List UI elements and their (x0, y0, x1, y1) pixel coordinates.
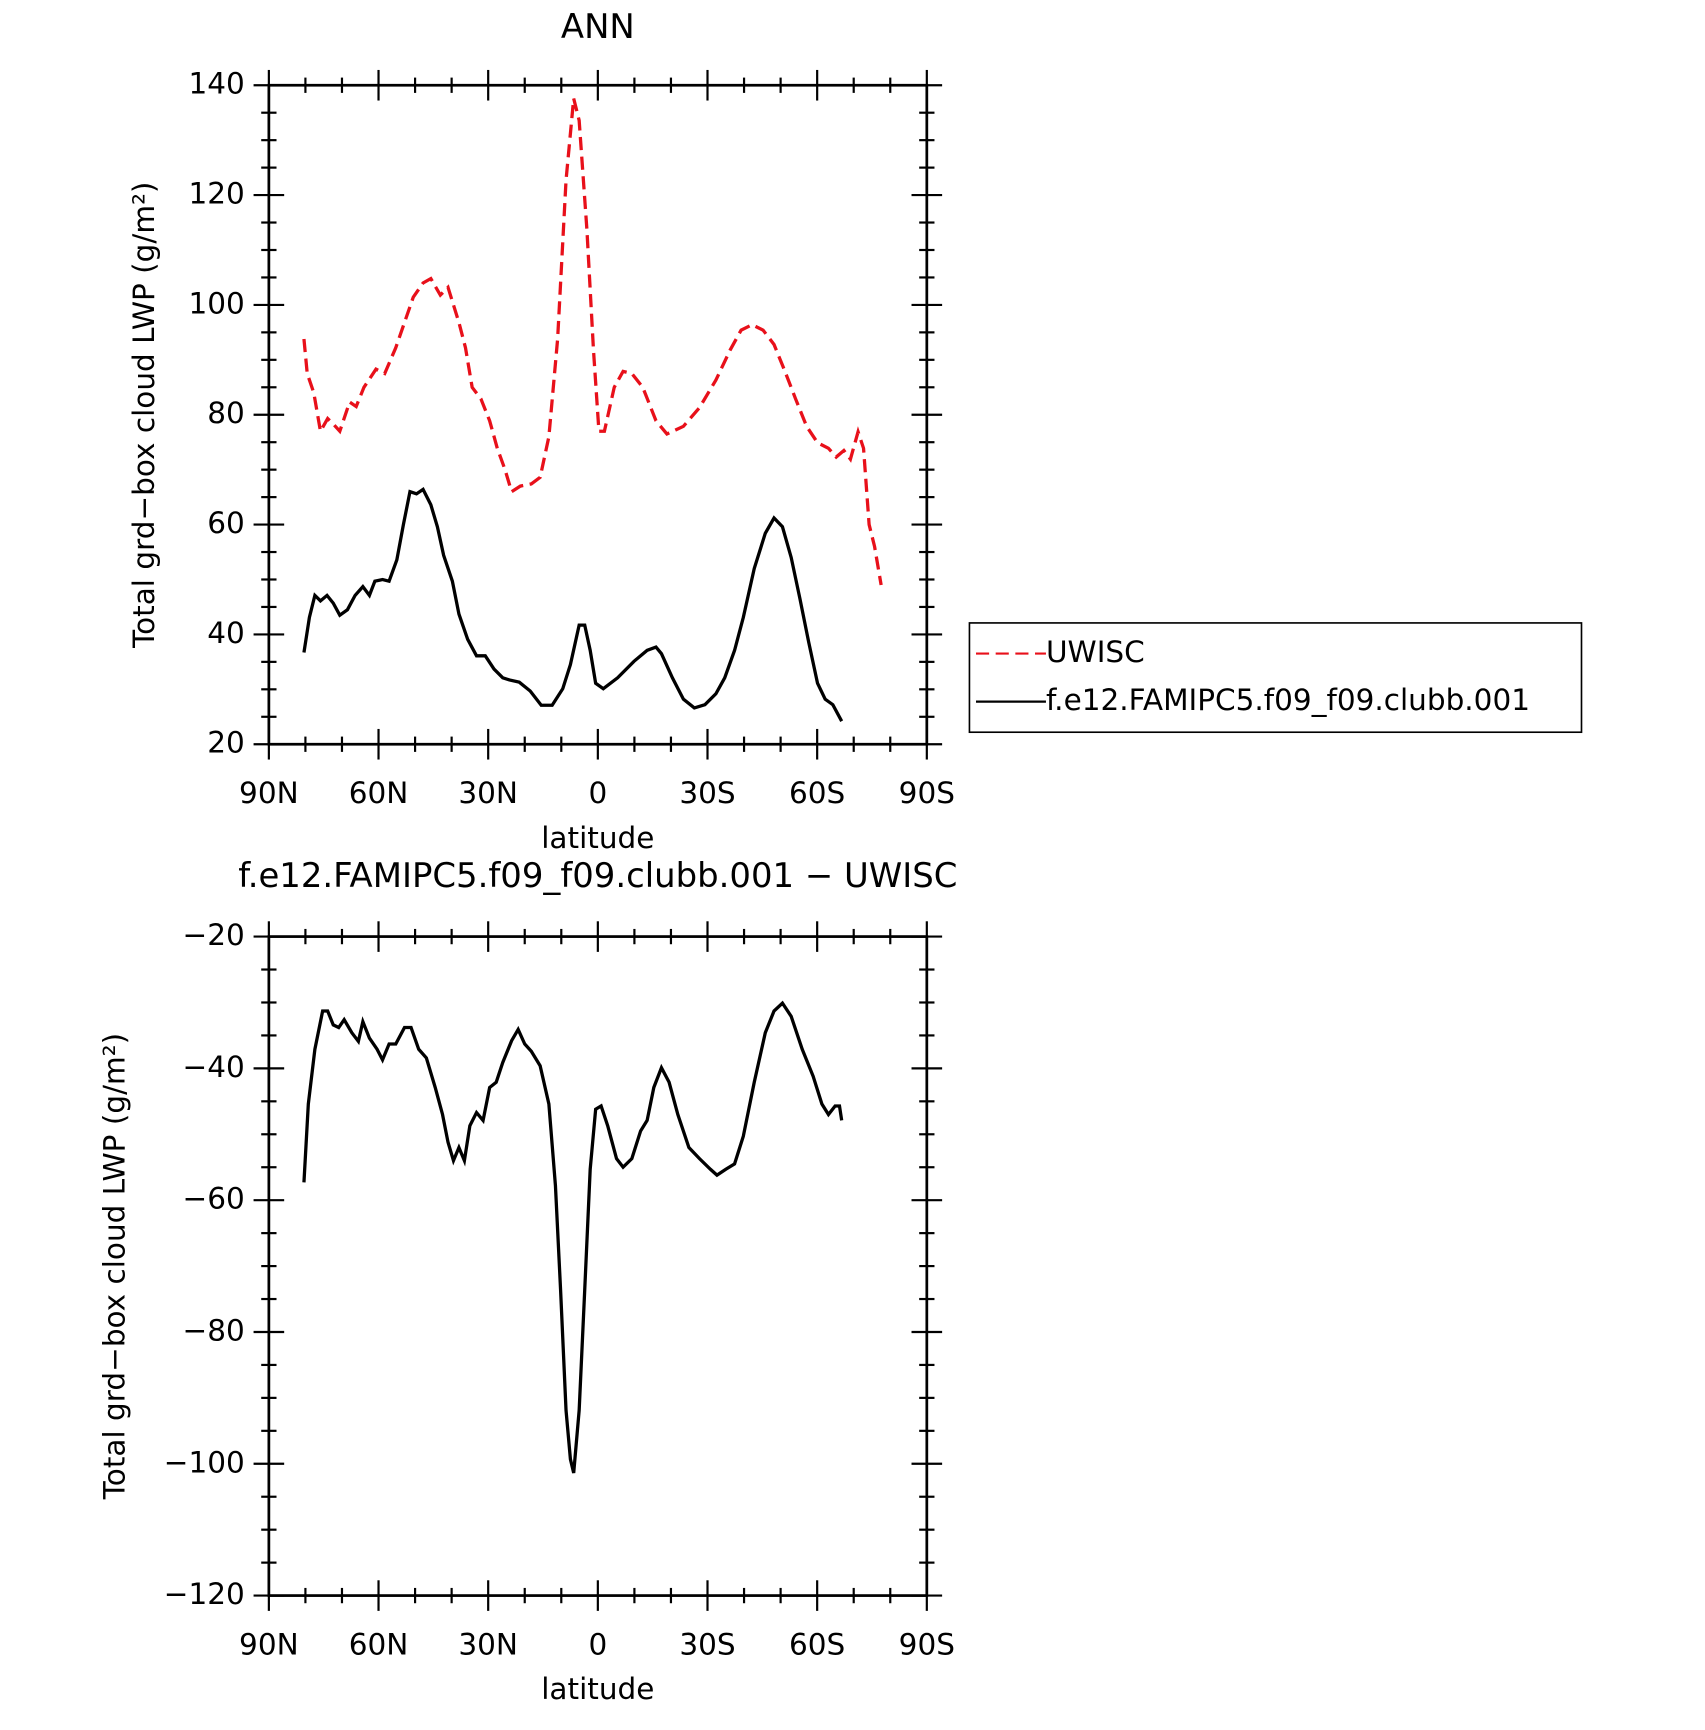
y-tick-label: 120 (189, 177, 245, 211)
y-axis-label: Total grd−box cloud LWP (g/m²) (127, 182, 161, 649)
x-tick-label: 30S (679, 1627, 735, 1661)
chart-title: f.e12.FAMIPC5.f09_f09.clubb.001 − UWISC (238, 856, 957, 895)
x-tick-label: 30S (679, 776, 735, 810)
y-tick-label: 140 (189, 67, 245, 101)
chart-title: ANN (561, 7, 635, 46)
x-tick-label: 0 (588, 776, 607, 810)
y-tick-label: 100 (189, 286, 245, 320)
panel: ANN 20 40 60 80 100 120 140 90N 60N 30N 0 30S 60S 90S l… (127, 7, 1583, 855)
legend-box (968, 622, 1583, 734)
y-tick-label: −120 (164, 1577, 245, 1611)
legend-label: UWISC (1046, 635, 1145, 669)
x-tick-label: 60S (789, 1627, 845, 1661)
x-tick-label: 30N (458, 776, 518, 810)
x-tick-label: 60N (349, 1627, 409, 1661)
x-axis-label: latitude (541, 821, 654, 855)
y-tick-label: −60 (183, 1182, 245, 1216)
x-tick-label: 90N (239, 776, 299, 810)
x-tick-label: 90S (899, 776, 955, 810)
y-tick-label: 20 (207, 726, 245, 760)
x-tick-label: 60N (349, 776, 409, 810)
panel: f.e12.FAMIPC5.f09_f09.clubb.001 − UWISC −… (97, 856, 957, 1706)
data-line (302, 486, 844, 722)
x-tick-label: 90N (239, 1627, 299, 1661)
y-tick-label: 60 (207, 506, 245, 540)
y-tick-label: −80 (183, 1313, 245, 1347)
legend-label: f.e12.FAMIPC5.f09_f09.clubb.001 (1046, 683, 1530, 717)
y-axis-label: Total grd−box cloud LWP (g/m²) (97, 1033, 131, 1500)
x-tick-label: 30N (458, 1627, 518, 1661)
y-tick-label: −100 (164, 1445, 245, 1479)
y-tick-label: −40 (183, 1050, 245, 1084)
y-tick-label: 80 (207, 396, 245, 430)
y-tick-label: 40 (207, 616, 245, 650)
y-tick-label: −20 (183, 918, 245, 952)
x-axis-label: latitude (541, 1672, 654, 1706)
x-tick-label: 60S (789, 776, 845, 810)
data-line (302, 1000, 844, 1474)
x-tick-label: 0 (588, 1627, 607, 1661)
legend: UWISC f.e12.FAMIPC5.f09_f09.clubb.001 (968, 622, 1583, 734)
x-tick-label: 90S (899, 1627, 955, 1661)
data-line (302, 98, 883, 586)
